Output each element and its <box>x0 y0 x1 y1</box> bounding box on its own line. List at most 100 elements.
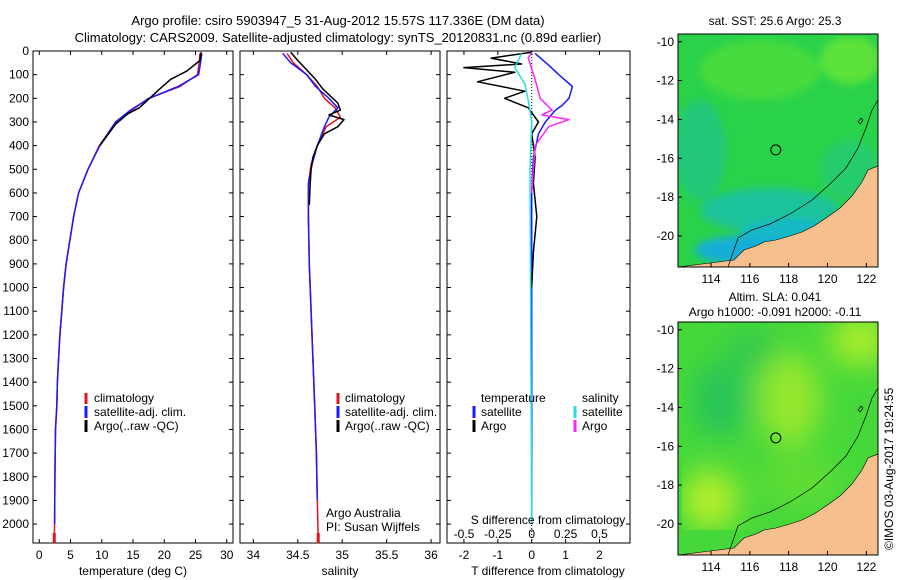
salinity-plot-frame <box>239 50 441 544</box>
difference-xlabel: T difference from climatology <box>471 564 625 578</box>
series-line-s-argo <box>527 51 570 193</box>
sla-low-patch <box>726 330 774 370</box>
x-tick-label: 30 <box>220 548 234 562</box>
x2-tick-label: -0.25 <box>484 527 512 541</box>
depth-tick-label: 900 <box>9 257 29 271</box>
latitude-tick-label: -18 <box>657 478 675 492</box>
sst-map-panel: sat. SST: 25.6 Argo: 25.3 114 116 118 120 12… <box>657 14 879 286</box>
depth-tick-label: 100 <box>9 68 29 82</box>
legend-satellite-label: satellite-adj. clim. <box>345 405 437 419</box>
depth-tick-label: 2000 <box>2 517 29 531</box>
longitude-tick-label: 118 <box>779 560 798 574</box>
depth-tick-label: 1300 <box>2 352 29 366</box>
depth-tick-label: 0 <box>22 44 29 58</box>
latitude-tick-label: -18 <box>657 190 675 204</box>
legend-temperature-heading: temperature <box>481 391 546 405</box>
legend-argo-label: Argo(..raw -QC) <box>345 419 430 433</box>
depth-tick-label: 500 <box>9 162 29 176</box>
credit-line1: Argo Australia <box>326 506 401 520</box>
series-line-t-argo <box>463 51 540 288</box>
sst-map-title: sat. SST: 25.6 Argo: 25.3 <box>709 14 842 28</box>
sla-map-frame <box>677 321 879 556</box>
latitude-tick-label: -10 <box>657 323 675 337</box>
depth-tick-label: 600 <box>9 186 29 200</box>
x-tick-label: 36 <box>424 548 438 562</box>
temperature-xlabel: temperature (deg C) <box>79 564 187 578</box>
legend-climatology-label: climatology <box>345 391 405 405</box>
longitude-tick-label: 114 <box>701 560 720 574</box>
depth-tick-label: 200 <box>9 91 29 105</box>
depth-tick-label: 1100 <box>3 304 29 318</box>
series-line-satellite-adj-clim <box>53 53 203 525</box>
sla-high-patch <box>760 354 820 446</box>
latitude-tick-label: -14 <box>657 112 675 126</box>
latitude-tick-label: -12 <box>657 74 675 88</box>
series-line-satellite-adj-clim <box>282 52 339 501</box>
depth-tick-label: 1600 <box>2 422 29 436</box>
sst-cool-patch <box>678 100 726 200</box>
credit-line2: PI: Susan Wijffels <box>326 520 420 534</box>
temperature-legend: climatology satellite-adj. clim. Argo(..… <box>84 391 186 433</box>
depth-tick-label: 400 <box>9 139 29 153</box>
sla-map-title-line2: Argo h1000: -0.091 h2000: -0.11 <box>689 305 862 319</box>
depth-tick-label: 1200 <box>2 328 29 342</box>
series-line-argo-raw-qc <box>290 51 345 205</box>
x-tick-label: -2 <box>459 548 470 562</box>
longitude-tick-label: 122 <box>856 272 876 286</box>
legend-salinity-heading: salinity <box>582 391 619 405</box>
legend-satellite-label: satellite-adj. clim. <box>94 405 186 419</box>
salinity-legend: climatology satellite-adj. clim. Argo(..… <box>336 391 437 433</box>
bathymetry-contour <box>727 99 878 267</box>
depth-tick-label: 1700 <box>2 446 29 460</box>
sla-high-patch <box>682 470 738 530</box>
sla-map-title-line1: Altim. SLA: 0.041 <box>729 290 822 304</box>
x2-tick-label: 0.5 <box>591 527 608 541</box>
x-tick-label: 2 <box>596 548 603 562</box>
depth-tick-label: 800 <box>9 233 29 247</box>
bathymetry-contour <box>727 387 878 555</box>
longitude-tick-label: 120 <box>817 272 837 286</box>
difference-plot-frame <box>446 50 631 544</box>
x-tick-label: 34 <box>247 548 261 562</box>
depth-tick-label: 1800 <box>2 470 29 484</box>
latitude-tick-label: -16 <box>657 439 675 453</box>
x-tick-label: 35.5 <box>375 548 399 562</box>
sst-map-frame <box>677 33 879 268</box>
x-tick-label: 0 <box>36 548 43 562</box>
depth-tick-label: 1000 <box>2 281 29 295</box>
legend-argo-label: Argo(..raw -QC) <box>94 419 179 433</box>
depth-tick-label: 1400 <box>2 375 29 389</box>
x-tick-label: 20 <box>158 548 172 562</box>
longitude-tick-label: 120 <box>817 560 837 574</box>
latitude-tick-label: -20 <box>657 229 675 243</box>
series-line-argo-raw-qc <box>99 52 202 147</box>
argo-float-marker <box>770 144 782 156</box>
difference-legend: temperature salinity satellite Argo sate… <box>472 391 623 433</box>
copyright-timestamp: ©IMOS 03-Aug-2017 19:24:55 <box>882 387 896 550</box>
latitude-tick-label: -16 <box>657 151 675 165</box>
sla-mid-patch <box>760 454 840 506</box>
land-mass <box>678 453 878 555</box>
x-tick-label: 15 <box>126 548 140 562</box>
x2-tick-label: -0.5 <box>454 527 475 541</box>
depth-tick-label: 1500 <box>2 399 29 413</box>
x-tick-label: 5 <box>67 548 74 562</box>
longitude-tick-label: 116 <box>740 560 759 574</box>
temperature-panel: 0100200300400500600700800900100011001200… <box>2 44 233 578</box>
sla-map-panel: Altim. SLA: 0.041 Argo h1000: -0.091 h20… <box>657 290 879 574</box>
depth-tick-label: 300 <box>9 115 29 129</box>
x-tick-label: 34.5 <box>286 548 310 562</box>
latitude-tick-label: -12 <box>657 362 675 376</box>
x-tick-label: 1 <box>562 548 569 562</box>
latitude-tick-label: -10 <box>657 35 675 49</box>
x2-tick-label: 0.25 <box>554 527 578 541</box>
legend-t-satellite-label: satellite <box>481 405 522 419</box>
sla-low-patch <box>692 362 748 438</box>
x-tick-label: 0 <box>528 548 535 562</box>
difference-x2label: S difference from climatology <box>471 513 626 527</box>
figure-title-line1: Argo profile: csiro 5903947_5 31-Aug-201… <box>131 13 544 28</box>
legend-s-argo-label: Argo <box>582 419 608 433</box>
longitude-tick-label: 116 <box>740 272 759 286</box>
